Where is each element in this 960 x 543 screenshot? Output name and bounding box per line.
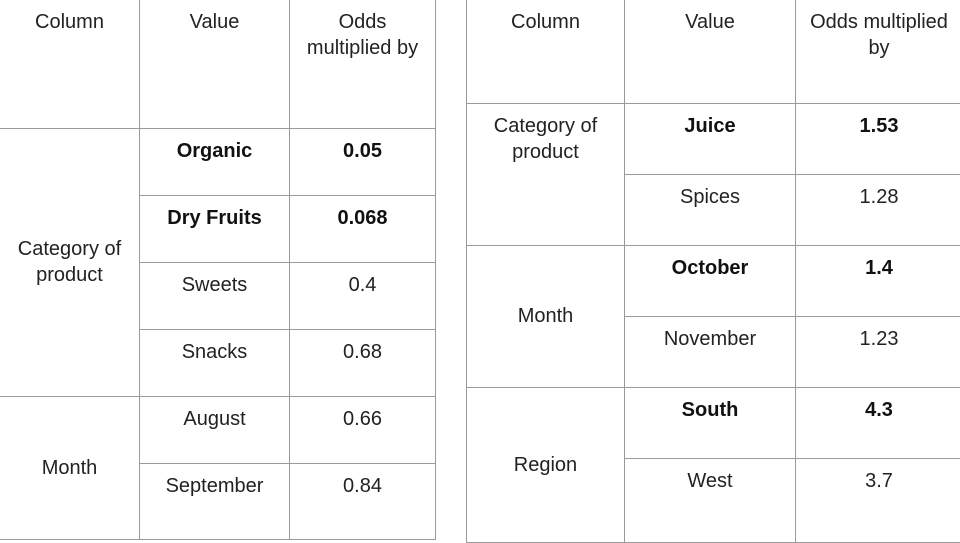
odds-cell: 1.53 xyxy=(796,103,960,174)
table-row: Month October 1.4 xyxy=(467,245,960,316)
odds-cell: 0.068 xyxy=(290,195,436,262)
odds-cell: 0.68 xyxy=(290,329,436,396)
header-column: Column xyxy=(0,0,140,128)
header-odds: Odds multiplied by xyxy=(796,0,960,103)
value-cell: South xyxy=(625,387,796,458)
header-column: Column xyxy=(467,0,625,103)
value-cell: Snacks xyxy=(140,329,290,396)
odds-cell: 0.05 xyxy=(290,128,436,195)
table-row: Category of product Organic 0.05 xyxy=(0,128,436,195)
group-label: Category of product xyxy=(467,103,625,245)
header-value: Value xyxy=(140,0,290,128)
odds-table-left: Column Value Odds multiplied by Category… xyxy=(0,0,436,540)
odds-cell: 0.66 xyxy=(290,396,436,463)
odds-cell: 1.28 xyxy=(796,174,960,245)
group-label: Month xyxy=(0,396,140,539)
odds-cell: 1.23 xyxy=(796,316,960,387)
group-label: Month xyxy=(467,245,625,387)
value-cell: Sweets xyxy=(140,262,290,329)
value-cell: Dry Fruits xyxy=(140,195,290,262)
value-cell: Organic xyxy=(140,128,290,195)
value-cell: October xyxy=(625,245,796,316)
value-cell: Spices xyxy=(625,174,796,245)
odds-cell: 0.84 xyxy=(290,463,436,539)
group-label: Region xyxy=(467,387,625,542)
table-row: Region South 4.3 xyxy=(467,387,960,458)
value-cell: September xyxy=(140,463,290,539)
table-row: Category of product Juice 1.53 xyxy=(467,103,960,174)
table-row: Month August 0.66 xyxy=(0,396,436,463)
header-odds: Odds multiplied by xyxy=(290,0,436,128)
odds-cell: 0.4 xyxy=(290,262,436,329)
header-value: Value xyxy=(625,0,796,103)
odds-cell: 1.4 xyxy=(796,245,960,316)
table-header-row: Column Value Odds multiplied by xyxy=(467,0,960,103)
value-cell: Juice xyxy=(625,103,796,174)
value-cell: West xyxy=(625,458,796,542)
value-cell: August xyxy=(140,396,290,463)
odds-table-right: Column Value Odds multiplied by Category… xyxy=(466,0,960,543)
odds-cell: 3.7 xyxy=(796,458,960,542)
value-cell: November xyxy=(625,316,796,387)
odds-cell: 4.3 xyxy=(796,387,960,458)
table-header-row: Column Value Odds multiplied by xyxy=(0,0,436,128)
group-label: Category of product xyxy=(0,128,140,396)
